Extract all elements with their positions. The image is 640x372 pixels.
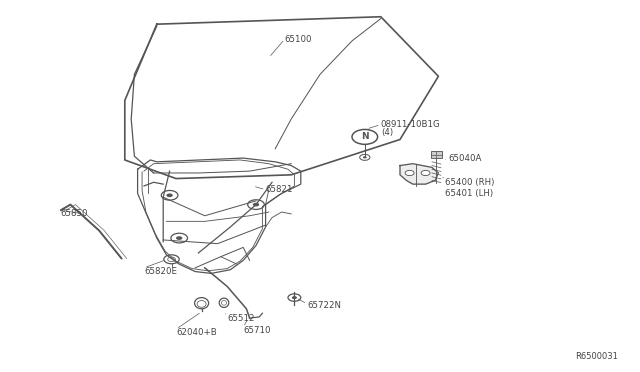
Text: 65710: 65710 [243,326,271,335]
Text: N: N [361,132,369,141]
Text: (4): (4) [381,128,393,137]
Bar [431,151,442,158]
Text: 65821: 65821 [266,185,293,194]
Text: 62040+B: 62040+B [176,328,217,337]
Circle shape [405,170,414,176]
Text: 65401 (LH): 65401 (LH) [445,189,493,198]
Text: 65820E: 65820E [144,267,177,276]
Circle shape [166,193,173,197]
Circle shape [421,170,430,176]
Text: 65100: 65100 [285,35,312,44]
Polygon shape [400,164,438,184]
Circle shape [176,236,182,240]
Circle shape [363,156,367,158]
Text: R6500031: R6500031 [575,352,618,361]
Text: 65040A: 65040A [448,154,481,163]
Text: 65850: 65850 [61,209,88,218]
Text: 08911-10B1G: 08911-10B1G [381,120,440,129]
Text: 65400 (RH): 65400 (RH) [445,178,494,187]
Circle shape [292,296,297,299]
Circle shape [253,203,259,206]
Text: 65512: 65512 [227,314,255,323]
Text: 65722N: 65722N [307,301,341,310]
